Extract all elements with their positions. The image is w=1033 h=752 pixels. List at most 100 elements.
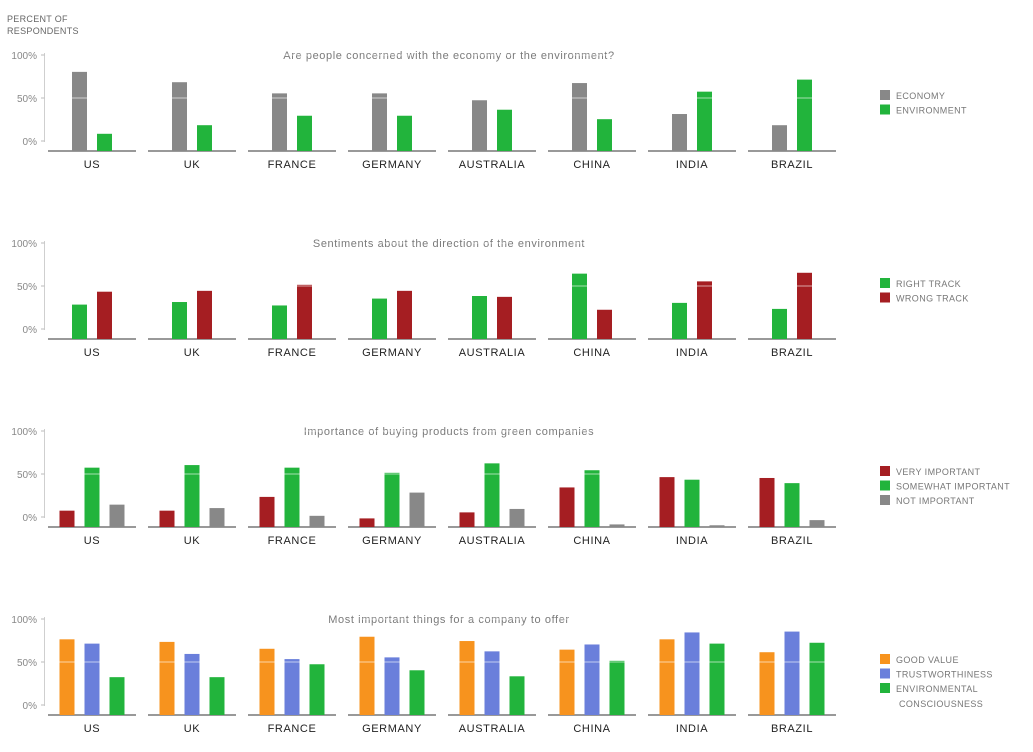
legend-swatch-very-important: [880, 466, 890, 476]
legend-swatch-environment: [880, 104, 890, 115]
category-label-france: FRANCE: [268, 347, 317, 359]
category-label-us: US: [84, 159, 100, 171]
bar-environmental-consciousness-us: [109, 677, 125, 715]
bar-wrong-track-france: [297, 284, 312, 339]
y-tick-label: 50%: [17, 470, 37, 481]
bar-not-important-india: [709, 525, 725, 527]
bar-not-important-us: [109, 504, 125, 527]
y-tick-label: 50%: [17, 282, 37, 293]
category-label-australia: AUSTRALIA: [459, 347, 526, 359]
bar-not-important-brazil: [809, 520, 825, 527]
legend-swatch-wrong-track: [880, 292, 890, 303]
y-tick-label: 0%: [23, 701, 38, 712]
legend-label-not-important: NOT IMPORTANT: [896, 496, 975, 506]
bar-very-important-france: [259, 496, 275, 527]
category-label-uk: UK: [184, 535, 201, 547]
bar-environment-brazil: [797, 79, 812, 151]
category-label-australia: AUSTRALIA: [459, 535, 526, 547]
bar-right-track-germany: [372, 298, 387, 339]
bar-economy-us: [72, 71, 87, 151]
bar-very-important-brazil: [759, 477, 775, 527]
bar-good-value-us: [59, 639, 75, 715]
category-label-china: CHINA: [573, 535, 610, 547]
legend-label-good-value: GOOD VALUE: [896, 655, 959, 665]
bar-somewhat-important-france: [284, 467, 300, 527]
bar-very-important-uk: [159, 510, 175, 527]
legend-swatch-trustworthiness: [880, 668, 890, 679]
category-label-germany: GERMANY: [362, 723, 422, 735]
chart-title: Most important things for a company to o…: [328, 614, 569, 626]
legend-label-very-important: VERY IMPORTANT: [896, 467, 981, 477]
category-label-germany: GERMANY: [362, 159, 422, 171]
category-label-australia: AUSTRALIA: [459, 723, 526, 735]
bar-trustworthiness-us: [84, 643, 100, 715]
category-label-brazil: BRAZIL: [771, 347, 813, 359]
chart-panel-4: Most important things for a company to o…: [11, 614, 992, 735]
category-label-uk: UK: [184, 159, 201, 171]
bar-environment-china: [597, 119, 612, 151]
category-label-uk: UK: [184, 723, 201, 735]
bar-environmental-consciousness-australia: [509, 676, 525, 715]
bar-economy-uk: [172, 82, 187, 151]
bar-environment-france: [297, 115, 312, 151]
category-label-india: INDIA: [676, 535, 708, 547]
bar-not-important-france: [309, 515, 325, 527]
legend-swatch-economy: [880, 90, 890, 100]
y-tick-label: 100%: [11, 427, 37, 438]
bar-not-important-china: [609, 524, 625, 527]
bar-economy-germany: [372, 93, 387, 151]
chart-title: Sentiments about the direction of the en…: [313, 238, 585, 250]
y-tick-label: 100%: [11, 51, 37, 62]
bar-environment-uk: [197, 125, 212, 151]
category-label-brazil: BRAZIL: [771, 723, 813, 735]
legend-label-trustworthiness: TRUSTWORTHINESS: [896, 670, 993, 680]
bar-very-important-us: [59, 510, 75, 527]
y-tick-label: 0%: [23, 513, 38, 524]
bar-right-track-france: [272, 305, 287, 339]
chart-panel-3: Importance of buying products from green…: [11, 426, 1009, 547]
legend-swatch-good-value: [880, 654, 890, 664]
legend-swatch-somewhat-important: [880, 480, 890, 491]
bar-right-track-us: [72, 304, 87, 339]
bar-environmental-consciousness-germany: [409, 670, 425, 715]
bar-good-value-china: [559, 649, 575, 715]
bar-very-important-china: [559, 487, 575, 527]
bar-environment-australia: [497, 109, 512, 151]
category-label-india: INDIA: [676, 159, 708, 171]
legend-label-wrong-track: WRONG TRACK: [896, 294, 969, 304]
bar-environment-india: [697, 91, 712, 151]
bar-somewhat-important-australia: [484, 463, 500, 527]
chart-title: Importance of buying products from green…: [304, 426, 594, 438]
y-tick-label: 100%: [11, 239, 37, 250]
bar-good-value-brazil: [759, 652, 775, 715]
bar-right-track-australia: [472, 296, 487, 339]
bar-good-value-france: [259, 648, 275, 715]
category-label-china: CHINA: [573, 159, 610, 171]
bar-not-important-germany: [409, 492, 425, 527]
bar-somewhat-important-uk: [184, 465, 200, 527]
bar-trustworthiness-germany: [384, 657, 400, 715]
legend-swatch-not-important: [880, 495, 890, 505]
bar-environmental-consciousness-china: [609, 660, 625, 715]
y-tick-label: 0%: [23, 325, 38, 336]
bar-somewhat-important-india: [684, 479, 700, 527]
bar-not-important-uk: [209, 508, 225, 527]
bar-economy-brazil: [772, 125, 787, 151]
legend-swatch-environmental-consciousness: [880, 683, 890, 693]
bar-environmental-consciousness-uk: [209, 677, 225, 715]
bar-right-track-china: [572, 273, 587, 339]
category-label-uk: UK: [184, 347, 201, 359]
bar-wrong-track-uk: [197, 290, 212, 339]
bar-trustworthiness-uk: [184, 653, 200, 715]
bar-somewhat-important-us: [84, 467, 100, 527]
category-label-germany: GERMANY: [362, 535, 422, 547]
bar-very-important-india: [659, 477, 675, 527]
category-label-china: CHINA: [573, 723, 610, 735]
bar-wrong-track-germany: [397, 290, 412, 339]
bar-good-value-india: [659, 639, 675, 715]
y-tick-label: 50%: [17, 94, 37, 105]
bar-environmental-consciousness-india: [709, 643, 725, 715]
category-label-brazil: BRAZIL: [771, 159, 813, 171]
category-label-us: US: [84, 723, 100, 735]
